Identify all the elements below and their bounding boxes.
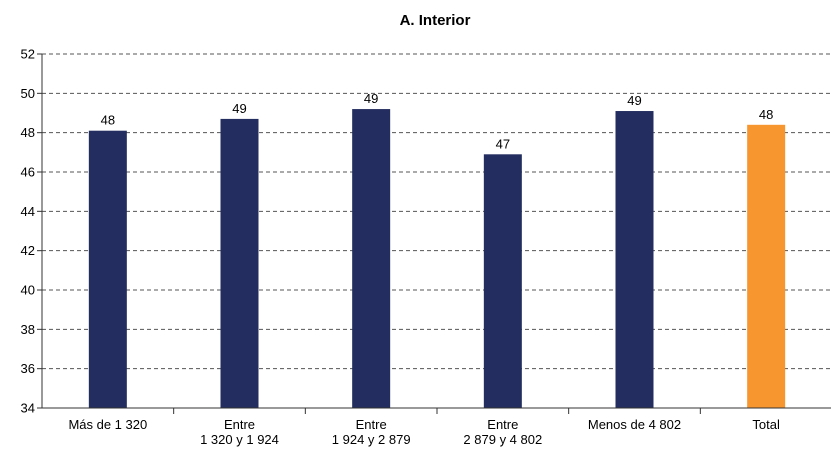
axes [37,53,831,414]
labels: 34 36 38 40 42 44 46 48 50 52 48 49 49 47 49 48 Más de 1… [21,47,780,448]
y-tick-label: 38 [21,322,35,337]
y-tick-label: 40 [21,283,35,298]
bar [483,154,522,408]
y-tick-label: 44 [21,204,35,219]
bar [220,118,259,409]
grid-lines [42,53,831,370]
y-tick-label: 36 [21,361,35,376]
x-tick-label: Entre 2 879 y 4 802 [463,417,542,447]
x-tick-label: Menos de 4 802 [588,417,681,432]
y-tick-label: 50 [21,86,35,101]
x-tick-label: Más de 1 320 [68,417,147,432]
y-tick-label: 34 [21,401,35,416]
data-label: 49 [627,93,641,108]
data-label: 48 [759,107,773,122]
x-tick-label: Total [752,417,780,432]
bar [615,111,654,409]
y-tick-label: 52 [21,47,35,62]
x-tick-label: Entre 1 924 y 2 879 [332,417,411,447]
data-label: 48 [101,113,115,128]
bar [88,130,127,408]
bars [88,109,786,409]
y-tick-label: 48 [21,125,35,140]
y-tick-label: 46 [21,165,35,180]
y-tick-label: 42 [21,243,35,258]
x-tick-label: Entre 1 320 y 1 924 [200,417,279,447]
data-label: 47 [496,136,510,151]
bar [747,124,786,409]
data-label: 49 [364,91,378,106]
bar [352,109,391,409]
data-label: 49 [232,101,246,116]
chart-title: A. Interior [400,12,471,29]
